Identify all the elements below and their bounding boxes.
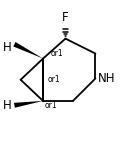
Text: H: H xyxy=(3,41,11,54)
Text: or1: or1 xyxy=(44,101,57,110)
Text: or1: or1 xyxy=(51,49,63,58)
Text: NH: NH xyxy=(98,72,115,85)
Text: H: H xyxy=(3,99,11,112)
Polygon shape xyxy=(13,42,43,59)
Text: F: F xyxy=(62,11,69,24)
Polygon shape xyxy=(14,101,43,108)
Text: or1: or1 xyxy=(48,75,61,84)
